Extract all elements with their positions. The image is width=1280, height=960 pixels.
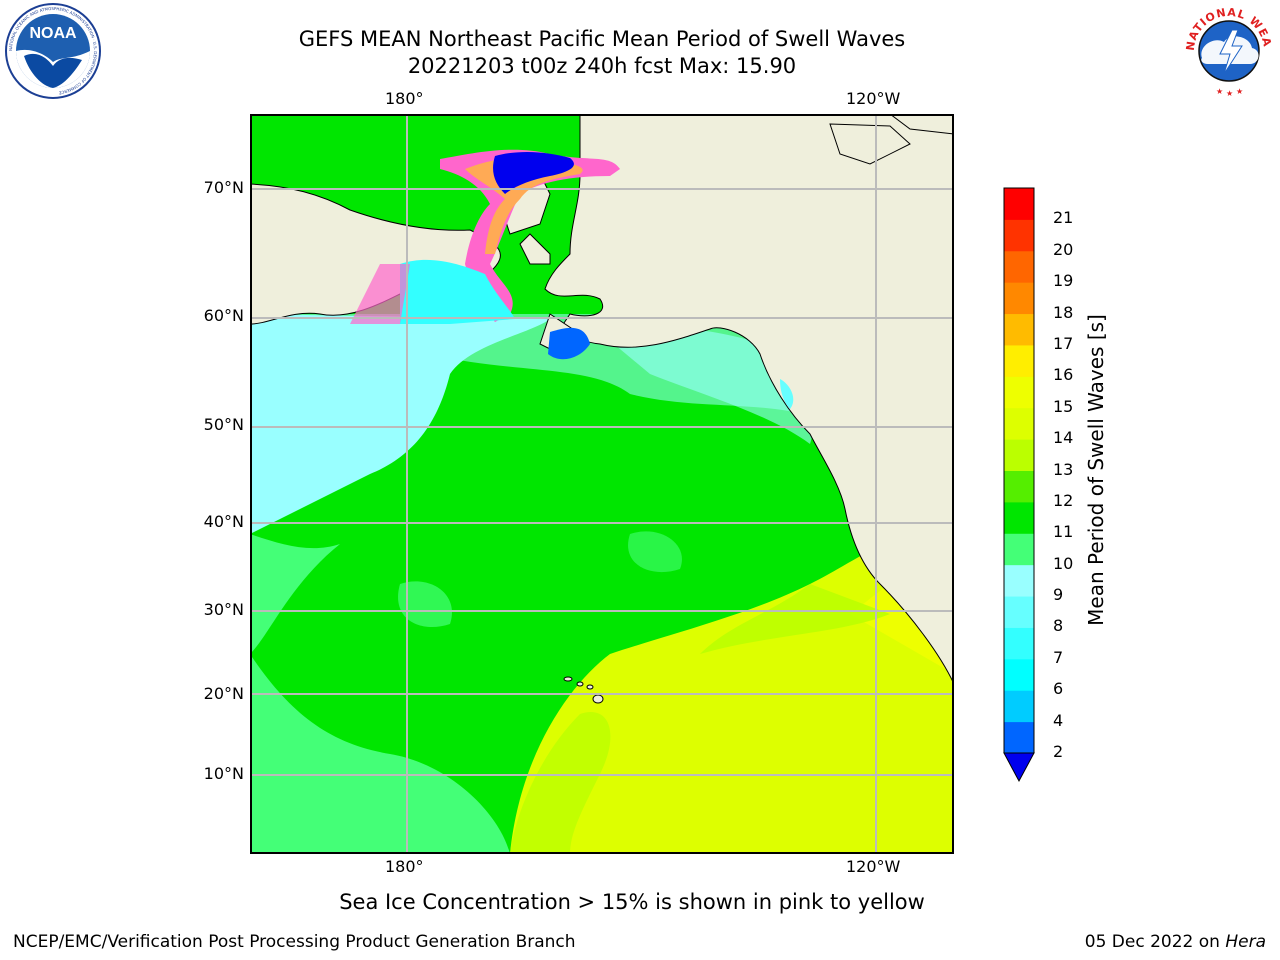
colorbar-underflow-triangle (1003, 752, 1035, 783)
colorbar-tick-label: 17 (1053, 333, 1074, 353)
sea-ice-note: Sea Ice Concentration > 15% is shown in … (339, 890, 925, 914)
map-canvas (250, 114, 954, 854)
colorbar-tick-label: 2 (1053, 742, 1064, 761)
colorbar-swatch (1004, 627, 1034, 660)
lon-label-180-bottom: 180° (385, 857, 424, 876)
colorbar-swatch (1004, 690, 1034, 723)
colorbar-tick-label: 4 (1053, 710, 1064, 730)
svg-text:★: ★ (1216, 87, 1223, 96)
colorbar-swatch (1004, 470, 1034, 503)
colorbar-tick-label: 20 (1053, 239, 1074, 259)
title-line-2: 20221203 t00z 240h fcst Max: 15.90 (407, 54, 797, 78)
colorbar-tick-label: 10 (1053, 553, 1074, 573)
lat-label-20: 20°N (203, 684, 244, 703)
colorbar-title: Mean Period of Swell Waves [s] (1084, 314, 1108, 626)
colorbar-swatch (1004, 313, 1034, 346)
colorbar-tick-label: 21 (1053, 208, 1074, 228)
colorbar-tick-label: 6 (1053, 679, 1064, 699)
colorbar-tick-label: 9 (1053, 585, 1064, 605)
lat-label-70: 70°N (203, 178, 244, 197)
chart-title: GEFS MEAN Northeast Pacific Mean Period … (250, 26, 954, 80)
colorbar-swatch (1004, 564, 1034, 597)
colorbar-tick-label: 16 (1053, 365, 1074, 385)
lat-label-60: 60°N (203, 306, 244, 325)
colorbar-tick-label: 18 (1053, 302, 1074, 322)
colorbar-tick-label: 12 (1053, 490, 1074, 510)
colorbar (1000, 186, 1040, 786)
colorbar-swatch (1004, 596, 1034, 628)
colorbar-tick-label: 14 (1053, 428, 1074, 448)
colorbar-swatch (1004, 407, 1034, 440)
footer-host: Hera (1225, 932, 1266, 952)
lon-label-120w-top: 120°W (846, 89, 901, 108)
footer-date: 05 Dec 2022 on Hera (1085, 932, 1266, 952)
colorbar-tick-label: 11 (1053, 522, 1074, 542)
colorbar-swatch (1004, 533, 1034, 566)
colorbar-tick-label: 8 (1053, 616, 1064, 636)
lat-label-10: 10°N (203, 764, 244, 783)
colorbar-tick-label: 15 (1053, 396, 1074, 416)
colorbar-swatch (1004, 658, 1034, 691)
colorbar-swatch (1004, 439, 1034, 471)
colorbar-swatch (1004, 250, 1034, 283)
noaa-logo: NOAA NATIONAL OCEANIC AND ATMOSPHERIC AD… (2, 2, 104, 100)
lon-label-120w-bottom: 120°W (846, 857, 901, 876)
colorbar-swatch (1004, 188, 1034, 220)
title-line-1: GEFS MEAN Northeast Pacific Mean Period … (298, 27, 906, 51)
colorbar-swatch (1004, 721, 1034, 754)
colorbar-swatch (1004, 219, 1034, 252)
colorbar-tick-label: 13 (1053, 459, 1074, 479)
forecast-map (250, 114, 954, 854)
svg-text:★: ★ (1236, 87, 1243, 96)
colorbar-swatch (1004, 501, 1034, 534)
svg-text:★: ★ (1226, 89, 1233, 98)
footer-date-text: 05 Dec 2022 on (1084, 932, 1226, 952)
noaa-logo-text: NOAA (29, 25, 77, 42)
lat-label-50: 50°N (203, 415, 244, 434)
colorbar-swatches (1003, 187, 1035, 783)
colorbar-swatch (1004, 344, 1034, 377)
lon-label-180-top: 180° (385, 89, 424, 108)
colorbar-swatch (1004, 376, 1034, 409)
lat-label-40: 40°N (203, 512, 244, 531)
colorbar-tick-label: 19 (1053, 271, 1074, 291)
lat-label-30: 30°N (203, 600, 244, 619)
nws-logo: NATIONAL WEATHER SERVICE ★ ★ ★ (1175, 0, 1278, 100)
footer-credit: NCEP/EMC/Verification Post Processing Pr… (13, 932, 576, 952)
colorbar-tick-label: 7 (1053, 647, 1064, 667)
colorbar-swatch (1004, 282, 1034, 315)
